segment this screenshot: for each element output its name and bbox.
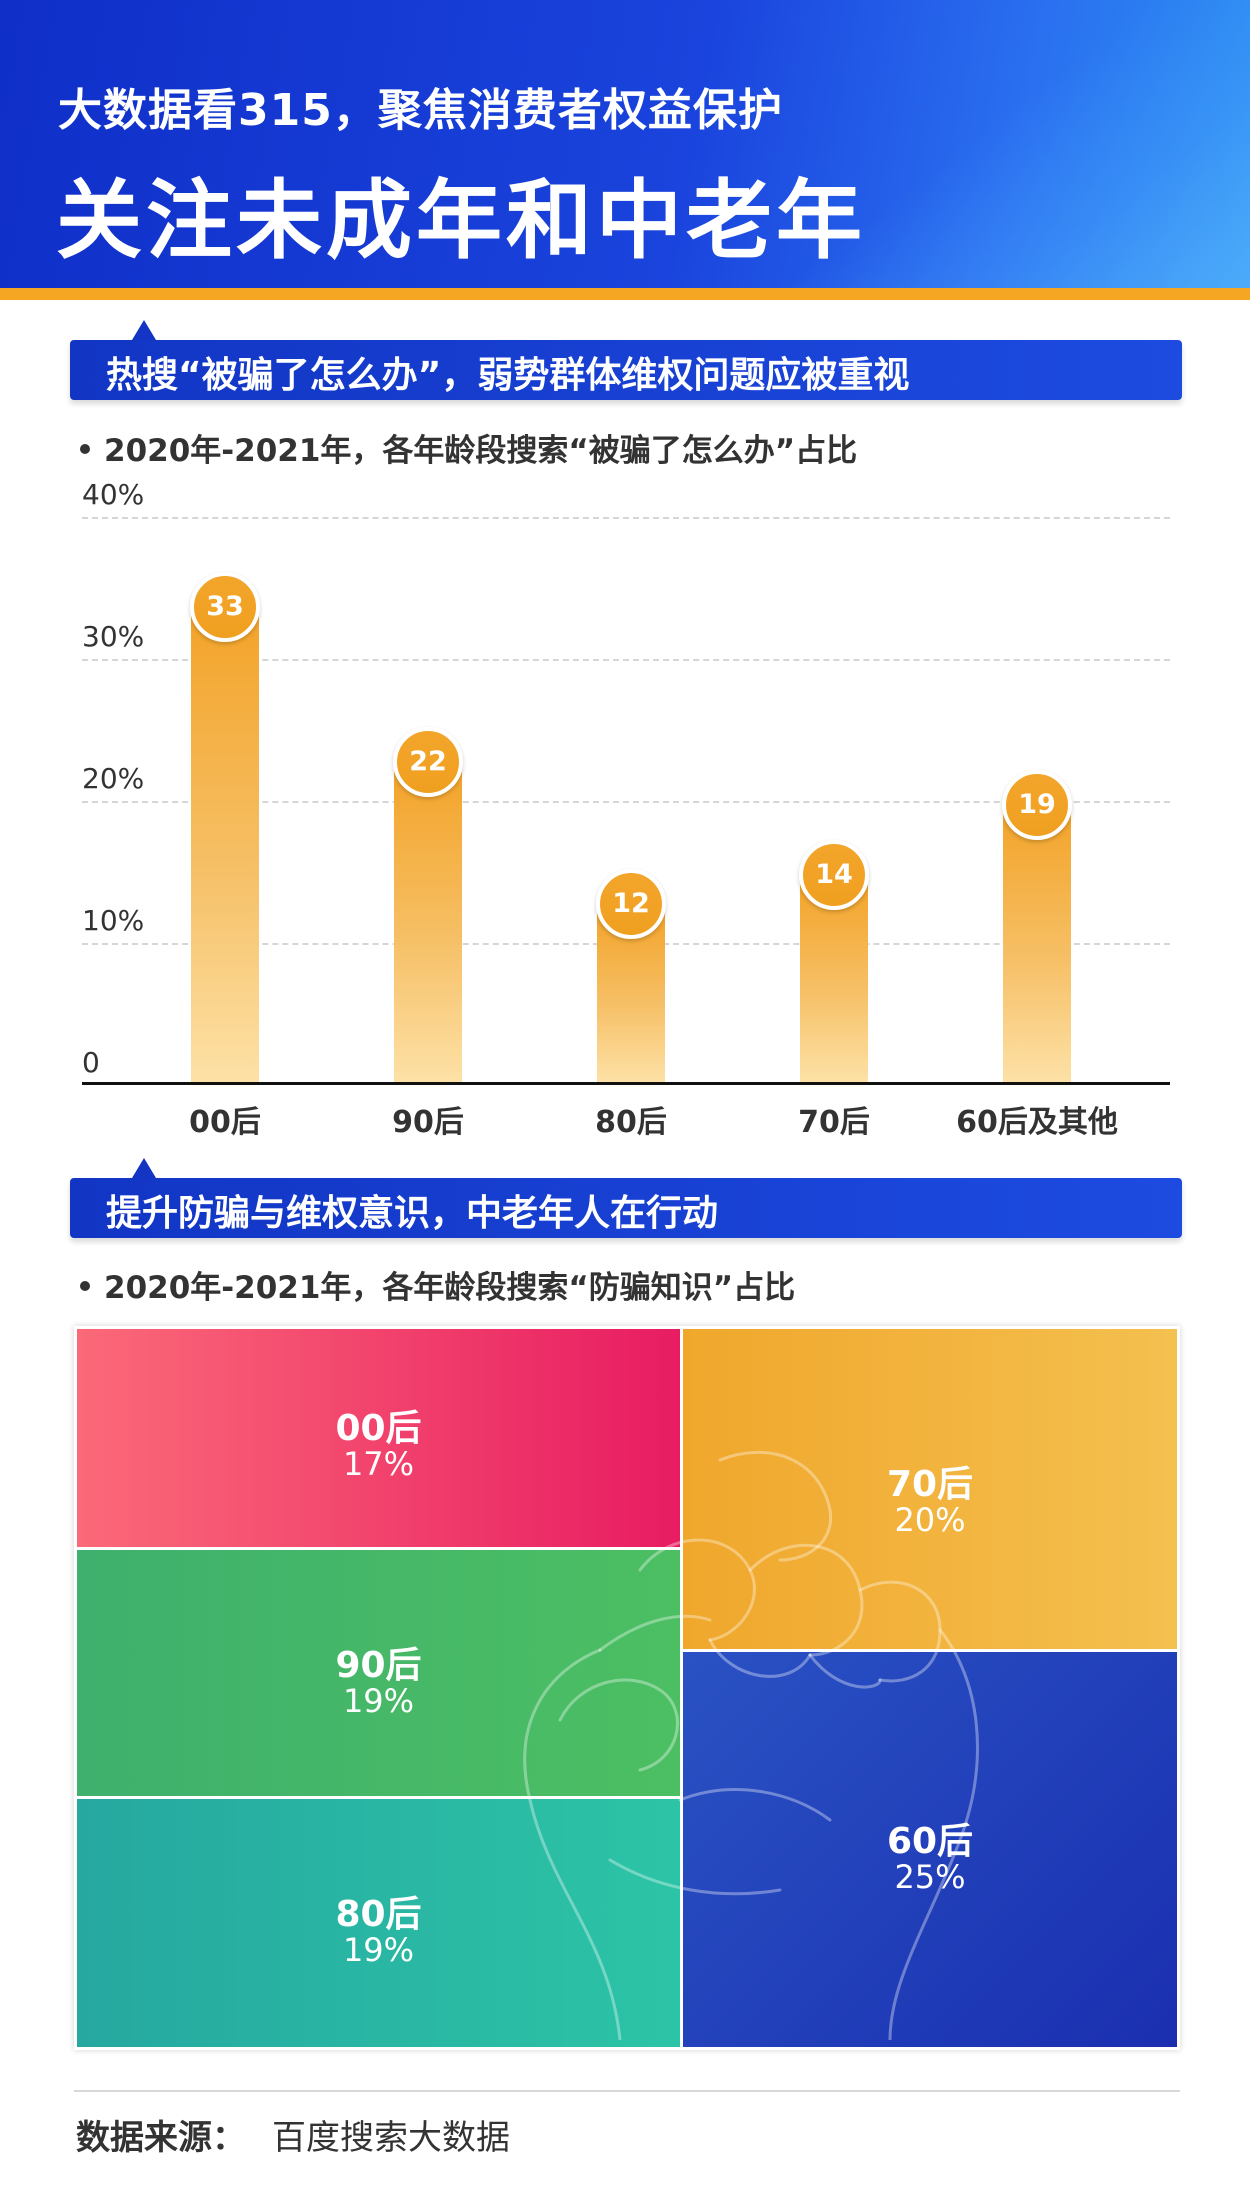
x-tick-label: 60后及其他 (956, 1105, 1118, 1140)
x-tick-label: 00后 (189, 1105, 261, 1140)
heading-notch (132, 320, 156, 340)
treemap-cell-80: 80后 19% (77, 1799, 680, 2047)
bar-90 (394, 771, 462, 1082)
treemap-cell-00: 00后 17% (77, 1329, 680, 1547)
treemap-cell-90: 90后 19% (77, 1550, 680, 1796)
cell-percent: 17% (342, 1445, 415, 1483)
data-label: 22 (393, 727, 463, 798)
section-heading-2: 提升防骗与维权意识，中老年人在行动 (70, 1158, 1182, 1238)
bar-80 (597, 912, 665, 1082)
cell-percent: 20% (894, 1501, 966, 1539)
section-heading-text: 热搜“被骗了怎么办”，弱势群体维权问题应被重视 (106, 355, 910, 396)
cell-percent: 19% (342, 1931, 415, 1969)
treemap-chart: 00后 17% 90后 19% 80后 19% 70后 20% 60后 25% (74, 1326, 1180, 2050)
data-label: 12 (596, 868, 666, 939)
data-label: 33 (190, 571, 260, 642)
bar-70 (800, 884, 868, 1082)
data-label: 14 (799, 840, 869, 911)
section-heading-text: 提升防骗与维权意识，中老年人在行动 (106, 1193, 719, 1234)
chart-note-1: 2020年-2021年，各年龄段搜索“被骗了怎么办”占比 (80, 425, 857, 470)
y-tick: 10% (82, 904, 145, 937)
section-heading-1: 热搜“被骗了怎么办”，弱势群体维权问题应被重视 (70, 320, 1182, 400)
y-tick: 40% (82, 478, 145, 511)
cell-name: 60后 (886, 1821, 974, 1862)
cell-name: 00后 (335, 1408, 422, 1449)
heading-notch (132, 1158, 156, 1178)
footer-divider (74, 2090, 1180, 2092)
x-tick-label: 80后 (595, 1105, 667, 1140)
gridline (82, 801, 1170, 803)
y-tick: 0 (82, 1046, 100, 1079)
cell-percent: 19% (342, 1682, 415, 1720)
cell-name: 70后 (886, 1464, 974, 1505)
source-label: 数据来源： (76, 2118, 246, 2158)
cell-name: 90后 (335, 1645, 422, 1686)
cell-percent: 25% (894, 1858, 966, 1896)
header-banner (0, 0, 1250, 288)
y-tick: 30% (82, 620, 145, 653)
gridline (82, 659, 1170, 661)
page-subtitle: 大数据看315，聚焦消费者权益保护 (58, 85, 783, 136)
gridline (82, 517, 1170, 519)
fist-illustration (523, 1450, 979, 2040)
source-value: 百度搜索大数据 (272, 2118, 510, 2158)
header-accent-bar (0, 288, 1250, 300)
cell-name: 80后 (335, 1894, 422, 1935)
treemap-cell-60: 60后 25% (683, 1652, 1177, 2047)
bar-00 (191, 615, 259, 1082)
page-title: 关注未成年和中老年 (56, 171, 866, 271)
x-tick-label: 90后 (392, 1105, 464, 1140)
chart-note-2: 2020年-2021年，各年龄段搜索“防骗知识”占比 (80, 1262, 795, 1307)
x-axis-line (82, 1082, 1170, 1085)
treemap-cell-70: 70后 20% (683, 1329, 1177, 1649)
x-tick-label: 70后 (798, 1105, 870, 1140)
bar-60-and-other (1003, 813, 1071, 1082)
data-label: 19 (1002, 769, 1072, 840)
y-tick: 20% (82, 762, 145, 795)
